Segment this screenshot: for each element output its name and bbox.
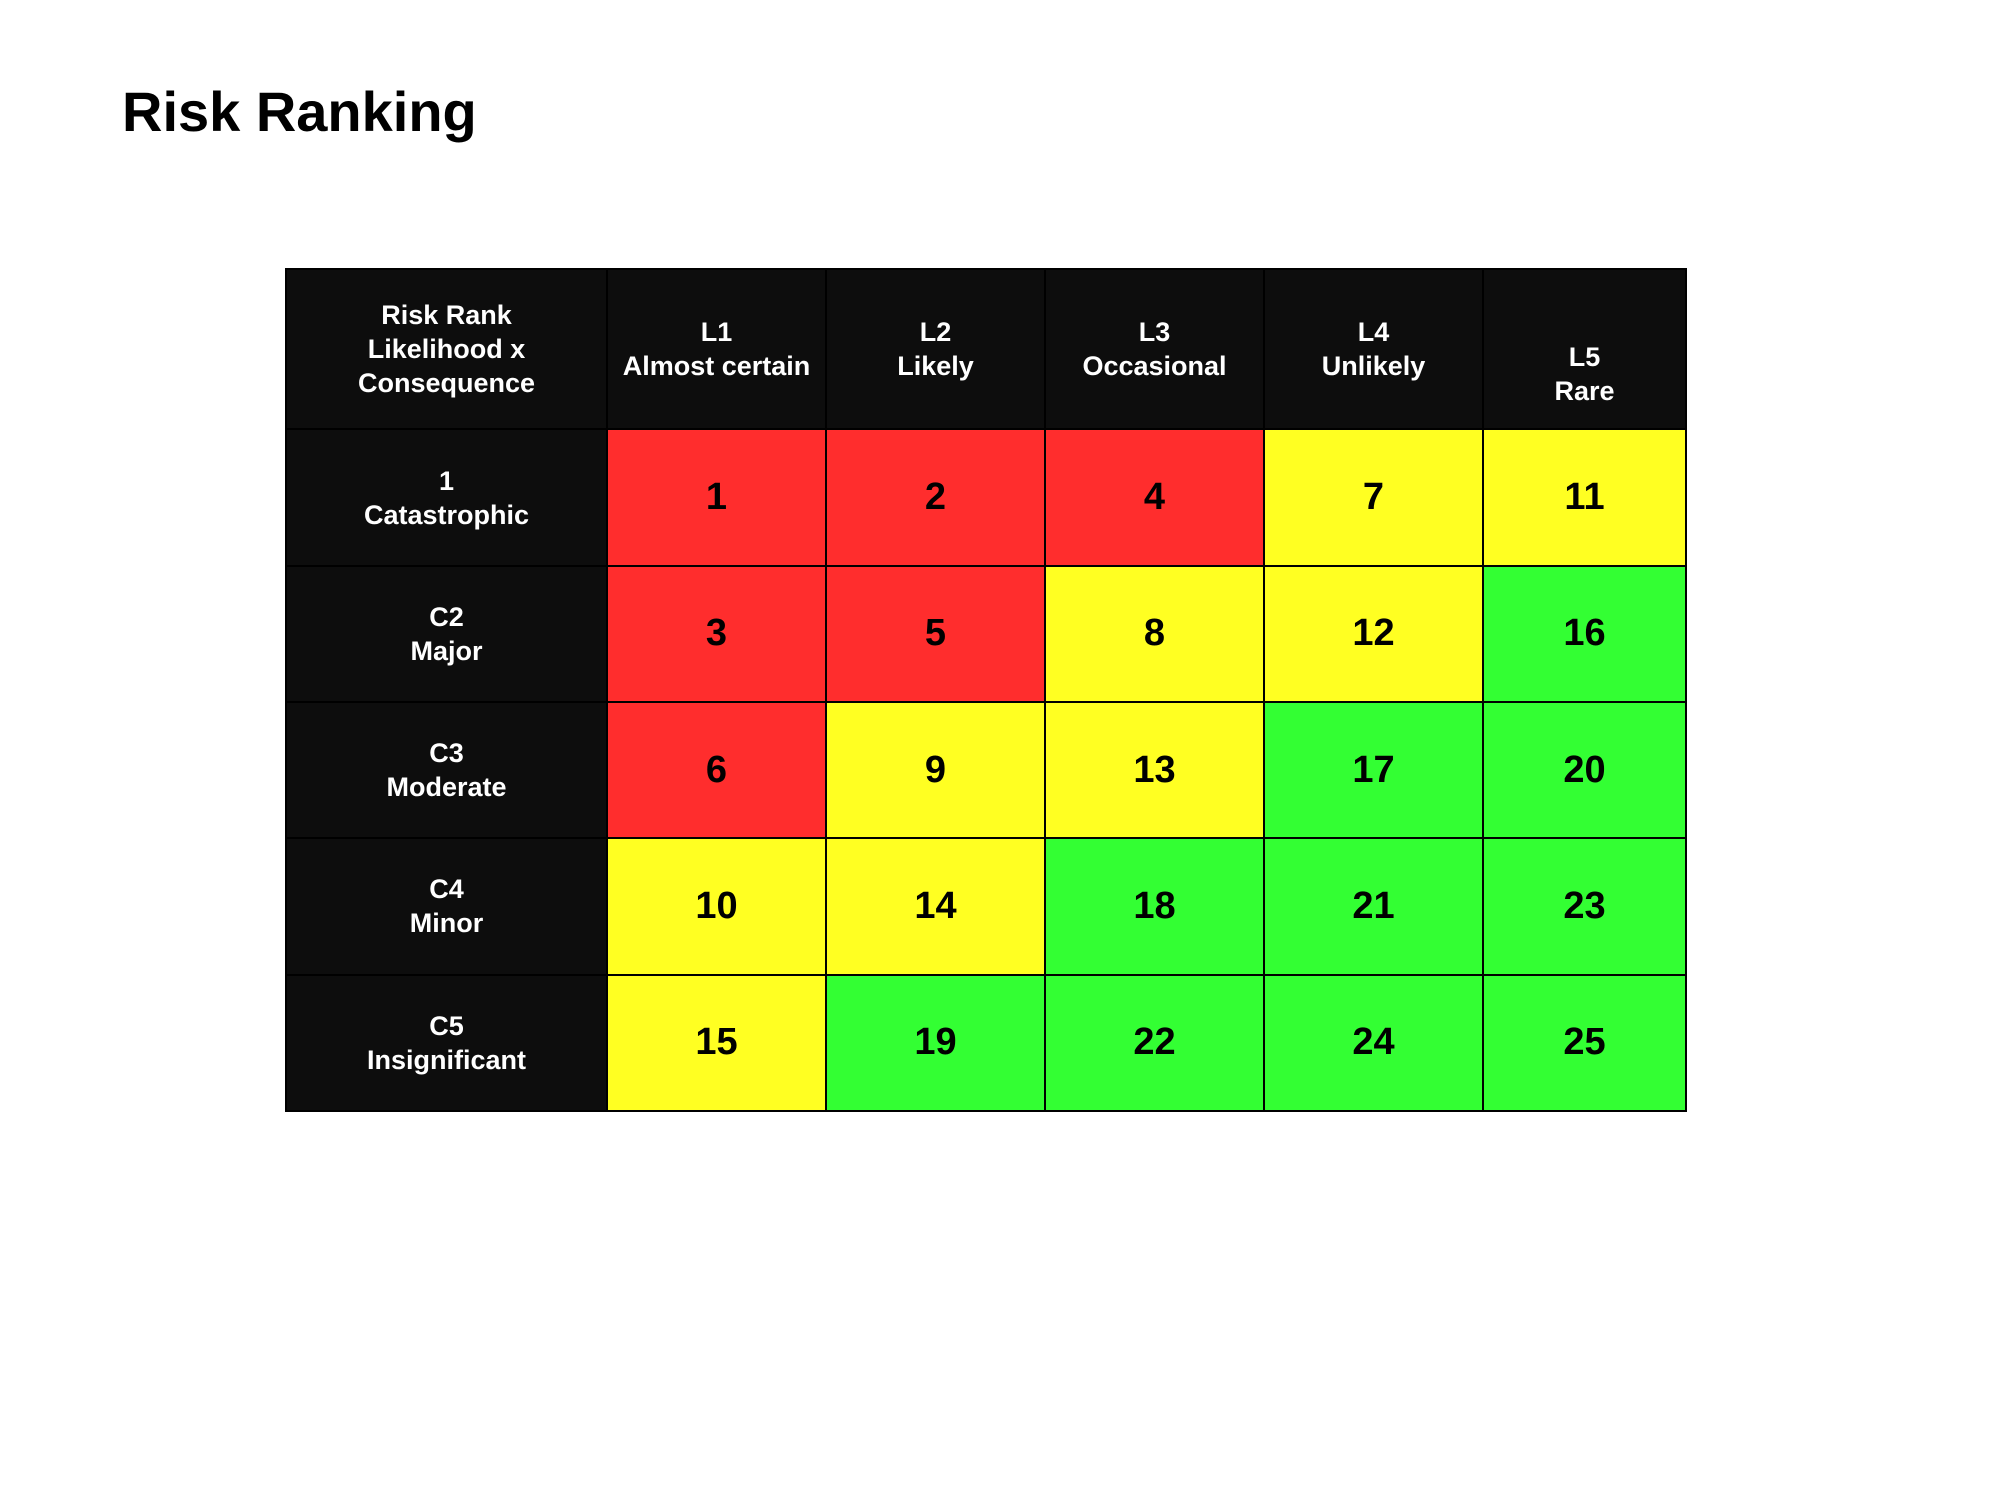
matrix-corner-header: Risk Rank Likelihood x Consequence (285, 267, 608, 431)
likelihood-label: Likely (897, 351, 974, 382)
risk-cell: 24 (1263, 973, 1484, 1113)
risk-cell: 7 (1263, 428, 1484, 567)
risk-cell: 25 (1482, 973, 1687, 1113)
risk-cell: 1 (606, 428, 827, 567)
consequence-code: C5 (429, 1010, 464, 1041)
consequence-row-1: 1 Catastrophic 1 2 4 7 11 (285, 428, 1687, 567)
risk-cell: 5 (825, 564, 1046, 704)
corner-line-3: Consequence (357, 368, 536, 399)
consequence-header-c1: 1 Catastrophic (285, 428, 608, 567)
consequence-row-3: C3 Moderate 6 9 13 17 20 (285, 700, 1687, 840)
corner-line-2: Likelihood x (367, 334, 526, 365)
risk-cell: 17 (1263, 700, 1484, 840)
consequence-label: Moderate (386, 772, 507, 803)
consequence-label: Minor (409, 908, 484, 939)
risk-cell: 6 (606, 700, 827, 840)
risk-cell: 14 (825, 837, 1046, 976)
risk-cell: 21 (1263, 837, 1484, 976)
consequence-header-c3: C3 Moderate (285, 700, 608, 840)
likelihood-label: Occasional (1082, 351, 1227, 382)
consequence-label: Major (410, 635, 483, 666)
likelihood-label: Rare (1554, 376, 1615, 407)
likelihood-code: L1 (700, 317, 733, 348)
risk-cell: 9 (825, 700, 1046, 840)
risk-cell: 11 (1482, 428, 1687, 567)
corner-line-1: Risk Rank (381, 300, 512, 331)
consequence-label: Insignificant (366, 1044, 526, 1075)
risk-cell: 12 (1263, 564, 1484, 704)
page-title: Risk Ranking (122, 80, 477, 143)
risk-cell: 15 (606, 973, 827, 1113)
risk-cell: 13 (1044, 700, 1265, 840)
consequence-code: 1 (438, 465, 455, 496)
consequence-header-c2: C2 Major (285, 564, 608, 704)
risk-matrix-table: Risk Rank Likelihood x Consequence L1 Al… (285, 267, 1687, 1113)
consequence-row-4: C4 Minor 10 14 18 21 23 (285, 837, 1687, 976)
risk-cell: 4 (1044, 428, 1265, 567)
header-row: Risk Rank Likelihood x Consequence L1 Al… (285, 267, 1687, 431)
risk-cell: 16 (1482, 564, 1687, 704)
likelihood-code: L2 (919, 317, 952, 348)
risk-cell: 19 (825, 973, 1046, 1113)
likelihood-label: Unlikely (1321, 351, 1426, 382)
risk-cell: 8 (1044, 564, 1265, 704)
risk-cell: 10 (606, 837, 827, 976)
consequence-code: C2 (429, 601, 464, 632)
risk-cell: 2 (825, 428, 1046, 567)
likelihood-header-l2: L2 Likely (825, 267, 1046, 431)
likelihood-header-l4: L4 Unlikely (1263, 267, 1484, 431)
consequence-header-c4: C4 Minor (285, 837, 608, 976)
risk-cell: 23 (1482, 837, 1687, 976)
risk-cell: 3 (606, 564, 827, 704)
likelihood-header-l1: L1 Almost certain (606, 267, 827, 431)
likelihood-code: L4 (1357, 317, 1390, 348)
consequence-row-2: C2 Major 3 5 8 12 16 (285, 564, 1687, 704)
consequence-header-c5: C5 Insignificant (285, 973, 608, 1113)
likelihood-code: L3 (1138, 317, 1171, 348)
consequence-code: C3 (429, 738, 464, 769)
risk-cell: 22 (1044, 973, 1265, 1113)
consequence-code: C4 (429, 874, 464, 905)
consequence-row-5: C5 Insignificant 15 19 22 24 25 (285, 973, 1687, 1113)
likelihood-label: Almost certain (622, 351, 811, 382)
risk-cell: 20 (1482, 700, 1687, 840)
likelihood-header-l5: L5 Rare (1482, 267, 1687, 431)
likelihood-header-l3: L3 Occasional (1044, 267, 1265, 431)
consequence-label: Catastrophic (363, 499, 530, 530)
likelihood-code: L5 (1568, 342, 1601, 373)
risk-cell: 18 (1044, 837, 1265, 976)
